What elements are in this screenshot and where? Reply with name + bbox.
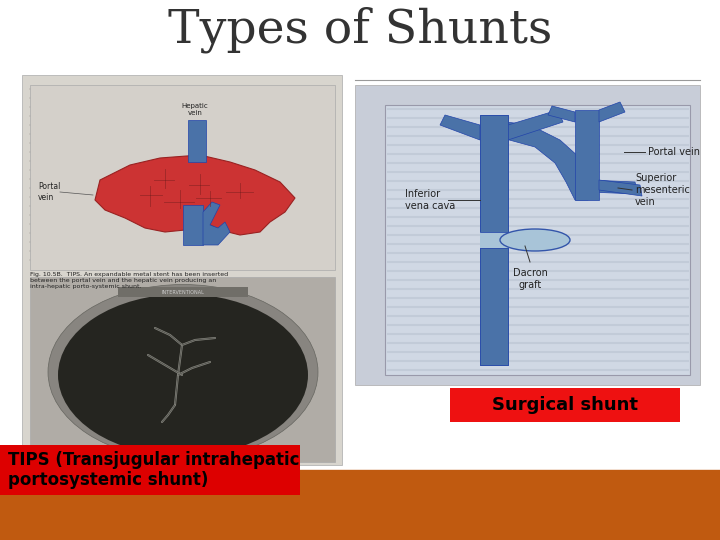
Bar: [480, 115, 508, 365]
Text: TIPS (Transjugular intrahepatic
portosystemic shunt): TIPS (Transjugular intrahepatic portosys…: [8, 450, 300, 489]
Bar: [30, 85, 335, 270]
Text: Portal vein: Portal vein: [648, 147, 700, 157]
Bar: [0, 470, 720, 540]
Text: Dacron
graft: Dacron graft: [513, 268, 547, 289]
Bar: [0, 445, 300, 495]
Bar: [385, 105, 690, 375]
Polygon shape: [203, 202, 230, 245]
Polygon shape: [599, 102, 625, 122]
Bar: [480, 232, 508, 248]
Polygon shape: [588, 180, 638, 194]
Text: Types of Shunts: Types of Shunts: [168, 6, 552, 53]
Polygon shape: [95, 155, 295, 235]
Polygon shape: [483, 120, 590, 200]
Text: Surgical shunt: Surgical shunt: [492, 396, 638, 414]
Bar: [188, 120, 206, 162]
Bar: [30, 277, 335, 462]
Text: INTERVENTIONAL: INTERVENTIONAL: [161, 289, 204, 294]
Text: Fig. 10.5B.  TIPS. An expandable metal stent has been inserted
between the porta: Fig. 10.5B. TIPS. An expandable metal st…: [30, 272, 228, 288]
Polygon shape: [508, 110, 563, 140]
Polygon shape: [548, 106, 575, 122]
Bar: [183, 205, 203, 245]
Text: Hepatic
vein: Hepatic vein: [181, 103, 208, 116]
Text: Superior
mesenteric
vein: Superior mesenteric vein: [635, 173, 690, 207]
Ellipse shape: [500, 229, 570, 251]
Bar: [480, 248, 508, 365]
Bar: [22, 75, 342, 465]
Ellipse shape: [48, 285, 318, 460]
Bar: [450, 388, 680, 422]
Polygon shape: [599, 180, 642, 196]
Bar: [355, 85, 700, 385]
Bar: [118, 287, 248, 297]
Bar: [575, 110, 599, 200]
Bar: [480, 115, 508, 232]
Text: Portal
vein: Portal vein: [38, 183, 60, 202]
Ellipse shape: [58, 294, 308, 456]
Text: Inferior
vena cava: Inferior vena cava: [405, 189, 455, 211]
Polygon shape: [440, 115, 480, 140]
Bar: [508, 232, 536, 248]
